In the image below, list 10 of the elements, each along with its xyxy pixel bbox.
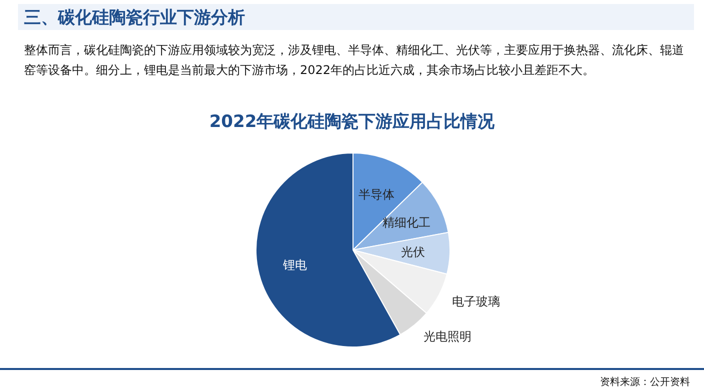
slice-label: 精细化工 [382,215,430,230]
slice-label: 光电照明 [424,329,472,344]
text: 整体而言，碳化硅陶瓷的下游应用领域较为宽泛，涉及锂电、半导体、精细化工、光伏等，主要应用于换热器、流化床、辊道窑等设备中。细分上，锂电是当前最大的下游市场，2022年的占比近六成，其余市场占比较小且差距不大。 [24,42,684,79]
text: 三、碳化硅陶瓷行业下游分析 [24,7,245,29]
slice-label: 锂电 [282,258,307,272]
chart-title: 2022年碳化硅陶瓷下游应用占比情况 [208,111,496,133]
slice-label: 电子玻璃 [452,294,500,309]
slice-label: 光伏 [401,245,426,260]
slice-label: 半导体 [358,188,394,202]
text: 资料来源：公开资料 [600,376,690,389]
